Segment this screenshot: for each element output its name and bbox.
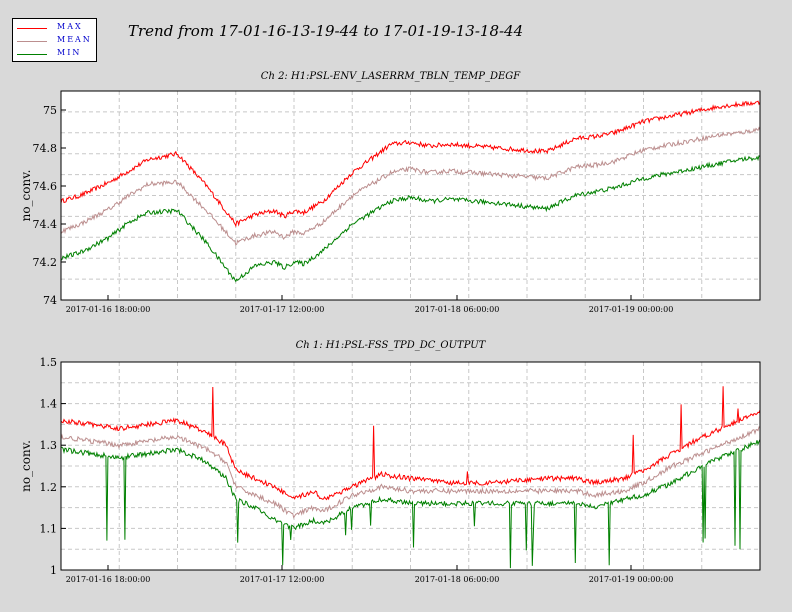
legend-swatch-mean	[17, 41, 47, 42]
y-tick-label: 1.3	[40, 439, 58, 452]
plot-frame	[60, 90, 761, 301]
x-tick-label: 2017-01-16 18:00:00	[66, 575, 151, 584]
legend-swatch-max	[17, 28, 47, 29]
x-tick-label: 2017-01-18 06:00:00	[415, 575, 500, 584]
legend-item-min: MIN	[17, 48, 95, 60]
y-axis-label: no_conv.	[19, 440, 33, 492]
y-tick-label: 74.8	[33, 142, 58, 155]
x-tick-label: 2017-01-17 12:00:00	[240, 305, 325, 314]
y-tick-label: 1.4	[40, 398, 58, 411]
chart-title: Ch 2: H1:PSL-ENV_LASERRM_TBLN_TEMP_DEGF	[261, 71, 521, 82]
y-tick-label: 1.2	[40, 481, 58, 494]
series-line-mean	[60, 426, 761, 519]
x-tick-label: 2017-01-18 06:00:00	[415, 305, 500, 314]
y-tick-label: 74.4	[33, 218, 58, 231]
gridlines	[61, 91, 760, 300]
plot-frame	[60, 361, 761, 571]
legend-label-max: MAX	[57, 22, 83, 31]
x-tick-label: 2017-01-16 18:00:00	[66, 305, 151, 314]
y-tick-label: 1.1	[40, 522, 58, 535]
y-tick-label: 75	[43, 104, 57, 117]
series-line-max	[60, 100, 761, 228]
y-tick-label: 1	[50, 564, 57, 577]
series-line-mean	[60, 126, 761, 246]
legend-label-mean: MEAN	[57, 35, 92, 44]
series-line-max	[60, 386, 761, 501]
y-tick-label: 74	[43, 294, 57, 307]
legend-item-max: MAX	[17, 22, 95, 34]
y-axis-label: no_conv.	[19, 170, 33, 222]
series-line-min	[60, 439, 761, 569]
legend-swatch-min	[17, 54, 47, 55]
chart-panel-1: 74 74.2 74.4 74.6 74.8 75 2017-01-16 18:00:00 2…	[19, 71, 761, 314]
chart-title: Ch 1: H1:PSL-FSS_TPD_DC_OUTPUT	[296, 340, 487, 351]
series-line-min	[60, 155, 761, 283]
legend-label-min: MIN	[57, 48, 82, 57]
chart-panel-2: 1 1.1 1.2 1.3 1.4 1.5 2017-01-16 18:00:00 2017-…	[19, 340, 761, 584]
legend: MAX MEAN MIN	[12, 18, 97, 62]
legend-item-mean: MEAN	[17, 35, 95, 47]
x-tick-label: 2017-01-19 00:00:00	[589, 305, 674, 314]
y-tick-label: 1.5	[40, 356, 58, 369]
x-tick-label: 2017-01-19 00:00:00	[589, 575, 674, 584]
y-tick-label: 74.2	[33, 256, 58, 269]
y-tick-label: 74.6	[33, 180, 58, 193]
gridlines	[61, 362, 760, 570]
page-title: Trend from 17-01-16-13-19-44 to 17-01-19…	[128, 22, 524, 40]
x-tick-label: 2017-01-17 12:00:00	[240, 575, 325, 584]
